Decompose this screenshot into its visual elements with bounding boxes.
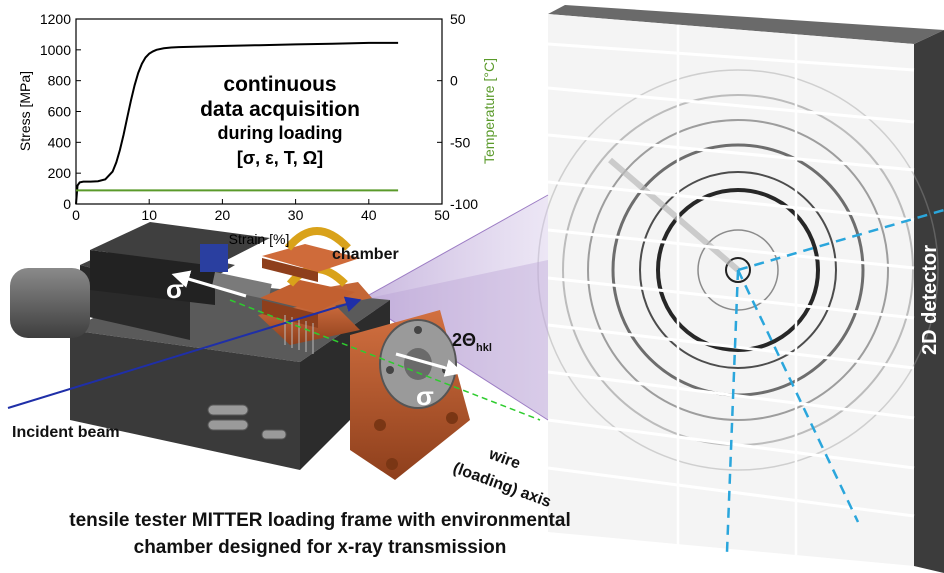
actuator-blue-cap: [200, 244, 228, 272]
y2-tick-label: -50: [450, 134, 470, 150]
stress-series-line: [75, 41, 399, 205]
load-shaft: [211, 272, 272, 300]
stress-arrow-right: [395, 352, 464, 377]
plot-area: [75, 18, 443, 205]
wire-label-line1: wire: [486, 445, 523, 472]
detector-panel: 2D detector: [537, 5, 944, 573]
cone-edge-top: [359, 194, 549, 301]
x-tick-label: 20: [215, 207, 231, 223]
y-tick-label: 800: [48, 73, 72, 89]
x-axis-label: Strain [%]: [229, 231, 290, 247]
y-axis-label: Stress [MPa]: [17, 71, 33, 151]
two-theta-label: 2Θhkl: [452, 330, 492, 354]
stress-arrow-left: [171, 270, 247, 298]
x-tick-label: 40: [361, 207, 377, 223]
y2-tick-label: 50: [450, 11, 466, 27]
detector-top-edge: [548, 5, 944, 44]
base-plate-front: [70, 330, 300, 470]
x-tick-label: 30: [288, 207, 304, 223]
wire-axis-line: [229, 299, 541, 421]
x-tick-label: 50: [434, 207, 450, 223]
beamstop-streak: [608, 157, 740, 273]
detector-module-gaps-vertical: [676, 25, 798, 555]
y-tick-label: 0: [63, 196, 71, 212]
chamber-top-part: [262, 227, 360, 282]
right-block-bolts: [374, 412, 458, 470]
loading-frame: [7, 222, 541, 480]
base-bolts: [207, 404, 287, 440]
sigma-left-label: σ: [166, 274, 184, 304]
annotation-line-3: during loading: [218, 123, 343, 143]
x-tick-label: 0: [72, 207, 80, 223]
detector-front-face: [548, 14, 914, 566]
diffraction-cone: [360, 195, 548, 420]
y2-axis-label: Temperature [°C]: [481, 58, 497, 164]
motor-cylinder: [10, 268, 90, 338]
annotation-line-2: data acquisition: [200, 98, 360, 121]
y-tick-label: 1000: [40, 42, 71, 58]
y-tick-label: 600: [48, 104, 72, 120]
stress-strain-chart: 0 10 20 30 40 50 0 200 400 600 800 1000 1200 -100 -50 0…: [17, 11, 497, 247]
diffraction-rings: [537, 69, 939, 471]
y2-tick-label: 0: [450, 73, 458, 89]
annotation-line-4: [σ, ε, T, Ω]: [237, 148, 323, 168]
diffraction-vector-lines: [725, 208, 944, 553]
caption-line-1: tensile tester MITTER loading frame with…: [69, 510, 571, 531]
y-tick-label: 400: [48, 134, 72, 150]
x-tick-label: 10: [141, 207, 157, 223]
detector-side-face: [914, 30, 944, 573]
caption-line-2: chamber designed for x-ray transmission: [133, 537, 507, 558]
rotation-disk-inner: [404, 348, 432, 380]
actuator-front: [90, 250, 215, 305]
wire-label-line2: (loading) axis: [451, 460, 554, 511]
diffraction-cone-lower: [360, 260, 548, 420]
annotation-line-1: continuous: [223, 73, 336, 96]
chamber-label: chamber: [332, 246, 399, 263]
y-tick-label: 1200: [40, 11, 71, 27]
incident-beam: [7, 296, 362, 409]
environmental-chamber: [260, 265, 355, 354]
detector-label: 2D detector: [919, 245, 941, 355]
figure-caption: tensile tester MITTER loading frame with…: [0, 507, 640, 561]
y2-tick-label: -100: [450, 196, 478, 212]
y-tick-label: 200: [48, 165, 72, 181]
incident-beam-label: Incident beam: [12, 424, 120, 441]
sigma-right-label: σ: [416, 381, 434, 411]
